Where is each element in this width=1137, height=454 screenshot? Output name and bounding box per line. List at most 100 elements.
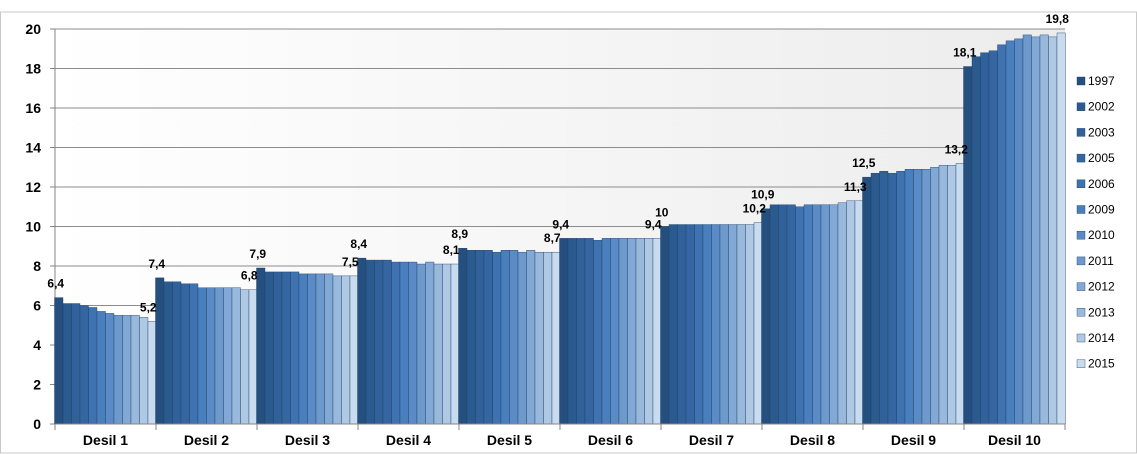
bar-2013-5 [534,251,544,425]
bar-2014-10 [1048,36,1058,425]
bar-2003-3 [273,271,283,425]
x-category-label: Desil 2 [184,432,229,448]
legend-label-2011: 2011 [1088,254,1114,268]
bar-2002-10 [971,56,981,425]
bar-1997-1 [54,297,64,425]
bar-1997-6 [559,238,569,425]
bar-2010-6 [610,238,620,425]
bar-2009-1 [96,311,106,425]
x-category-label: Desil 5 [487,432,532,448]
data-label-last: 8,1 [443,243,460,257]
y-tick-label: 12 [25,179,41,195]
bar-2009-3 [298,273,308,425]
bar-2014-2 [240,289,250,425]
x-category-label: Desil 7 [689,432,734,448]
bar-2012-7 [728,224,738,425]
bar-2012-9 [930,167,940,425]
bar-2013-6 [635,238,645,425]
data-label-last: 13,2 [945,142,969,156]
x-category-label: Desil 9 [891,432,936,448]
bar-2011-9 [921,169,931,425]
legend-swatch-2009 [1076,205,1086,214]
bar-2011-5 [517,251,527,425]
x-axis: Desil 1 Desil 2 Desil 3 Desil 4 Desil 5 Desil… [54,423,1066,448]
bar-1997-8 [761,208,771,425]
bar-2003-1 [71,303,81,425]
data-label-last: 5,2 [140,300,157,314]
bar-2006-3 [290,271,300,425]
bar-2015-2 [248,289,258,425]
bar-1997-9 [862,176,872,425]
bar-2015-6 [652,238,662,425]
bar-2006-10 [997,44,1007,425]
bar-2015-8 [854,200,864,425]
bar-2006-9 [896,170,906,425]
bar-2015-7 [753,222,763,425]
bar-2011-8 [820,204,830,425]
bar-2013-7 [736,224,746,425]
legend-swatch-2015 [1076,359,1086,368]
y-tick-label: 8 [33,258,41,274]
bar-2005-4 [382,259,392,425]
data-label-first: 8,9 [451,227,468,241]
bar-2010-7 [711,224,721,425]
bar-2011-6 [618,238,628,425]
bar-2005-5 [483,249,493,425]
bar-2014-4 [442,263,452,425]
y-tick-label: 16 [25,100,41,116]
y-tick-label: 18 [25,61,41,77]
bar-2011-1 [113,315,123,425]
data-label-first: 18,1 [953,46,977,60]
bar-2014-5 [543,251,553,425]
legend-label-2005: 2005 [1088,151,1115,165]
bar-2003-2 [172,281,182,425]
bar-2006-6 [593,240,603,425]
x-category-label: Desil 8 [790,432,835,448]
bar-2002-7 [668,224,678,425]
bar-2009-2 [197,287,207,425]
legend-swatch-2012 [1076,282,1086,291]
legend-swatch-2010 [1076,230,1086,240]
bar-2010-3 [307,273,317,425]
bar-2010-1 [105,313,115,425]
bar-2010-10 [1014,38,1024,425]
bar-2012-8 [829,204,839,425]
legend-label-2006: 2006 [1088,177,1115,191]
legend-label-2002: 2002 [1088,100,1115,114]
bar-2011-7 [719,224,729,425]
bar-2012-3 [324,273,334,425]
bar-2012-6 [627,238,637,425]
y-tick-label: 2 [33,377,41,393]
legend-swatch-2006 [1076,179,1086,189]
data-label-last: 19,8 [1046,12,1070,26]
legend-swatch-2011 [1076,256,1086,266]
bar-2011-3 [315,273,325,425]
data-label-last: 11,3 [844,180,867,194]
x-category-label: Desil 4 [386,432,431,448]
data-label-first: 10 [655,206,669,220]
data-label-last: 9,4 [645,217,662,231]
legend-label-2009: 2009 [1088,203,1115,217]
bar-2006-2 [189,283,199,425]
bar-2009-4 [399,261,409,425]
bar-2014-9 [947,165,957,425]
bar-2005-1 [79,305,89,425]
data-label-first: 12,5 [852,156,876,170]
bar-2002-2 [163,281,173,425]
data-label-last: 6,8 [241,269,258,283]
data-label-last: 8,7 [544,231,561,245]
bar-2002-9 [870,172,880,425]
bar-2015-5 [551,251,561,425]
data-label-last: 7,5 [342,255,359,269]
bar-2005-2 [180,283,190,425]
bar-2005-6 [584,238,594,425]
bar-2005-8 [786,204,796,425]
bar-2006-5 [492,251,502,425]
bar-2005-3 [281,271,291,425]
bar-2003-4 [374,259,384,425]
bar-2009-10 [1005,40,1015,425]
x-category-label: Desil 10 [988,432,1041,448]
bar-2003-6 [576,238,586,425]
x-category-label: Desil 3 [285,432,330,448]
bar-2012-5 [526,249,536,425]
